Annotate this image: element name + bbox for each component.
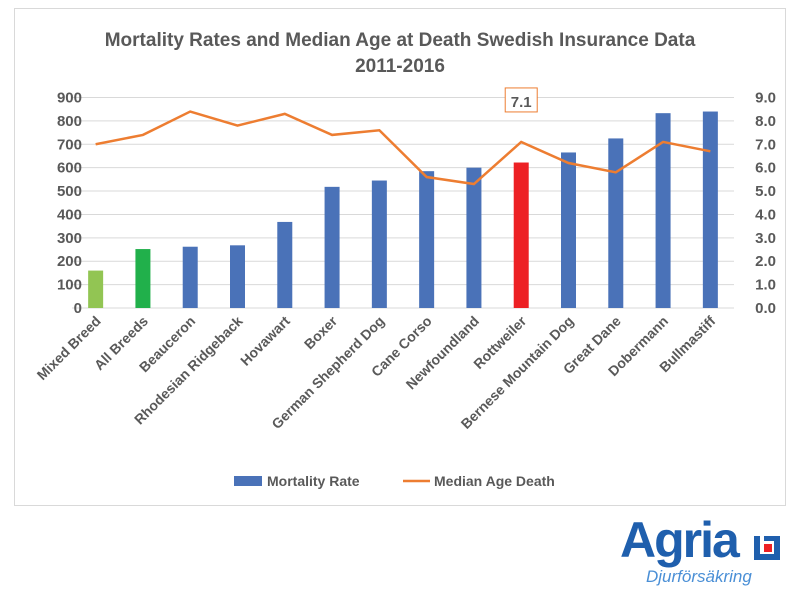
legend-bar-swatch [234,476,262,486]
left-axis-tick: 300 [57,230,82,247]
bar-german-shepherd-dog [371,180,387,308]
chart-frame [14,8,786,506]
right-axis-tick: 1.0 [755,277,776,294]
mortality-chart: Mortality Rates and Median Age at Death … [34,30,776,489]
right-axis-tick: 6.0 [755,160,776,177]
chart-title-line-2: 2011-2016 [355,56,445,77]
median-age-line [95,110,711,186]
right-axis-tick: 9.0 [755,90,776,107]
right-axis-tick: 5.0 [755,183,776,200]
left-axis-tick: 900 [57,90,82,107]
bar-dobermann [655,113,671,308]
bar-rottweiler [513,162,529,308]
annotation-label: 7.1 [504,87,538,113]
bar-cane-corso [419,171,435,308]
bar-all-breeds [135,249,151,308]
category-label: Mixed Breed [34,313,104,383]
bar-mixed-breed [88,270,104,308]
legend-mortality-rate: Mortality Rate [267,473,360,489]
annotation-text: 7.1 [511,94,532,111]
right-axis-tick: 7.0 [755,136,776,153]
logo-wordmark: Agria [620,512,740,568]
bar-beauceron [182,246,198,308]
bar-bullmastiff [702,111,718,309]
bar-rhodesian-ridgeback [230,245,245,308]
left-axis-tick: 200 [57,253,82,270]
left-axis-tick: 800 [57,113,82,130]
bar-newfoundland [466,167,482,308]
right-axis-tick: 8.0 [755,113,776,130]
bar-great-dane [608,138,624,308]
logo-subtitle: Djurförsäkring [646,567,752,586]
category-label: Boxer [301,312,341,352]
legend: Mortality Rate Median Age Death [234,473,555,489]
agria-logo: Agria Djurförsäkring [620,515,790,595]
left-axis-tick: 600 [57,160,82,177]
right-axis-tick: 0.0 [755,300,776,317]
right-axis-tick: 4.0 [755,206,776,223]
left-axis-tick: 400 [57,206,82,223]
chart-title-line-1: Mortality Rates and Median Age at Death … [105,30,696,51]
right-axis-tick: 2.0 [755,253,776,270]
left-axis-tick: 500 [57,183,82,200]
left-axis-tick: 0 [74,300,82,317]
legend-median-age: Median Age Death [434,473,555,489]
bar-boxer [324,186,340,308]
bar-bernese-mountain-dog [561,152,576,308]
bar-hovawart [277,221,293,308]
right-axis-tick: 3.0 [755,230,776,247]
left-axis-tick: 100 [57,277,82,294]
category-label: Hovawart [237,313,293,369]
left-axis-tick: 700 [57,136,82,153]
logo-mark-icon [754,536,780,560]
